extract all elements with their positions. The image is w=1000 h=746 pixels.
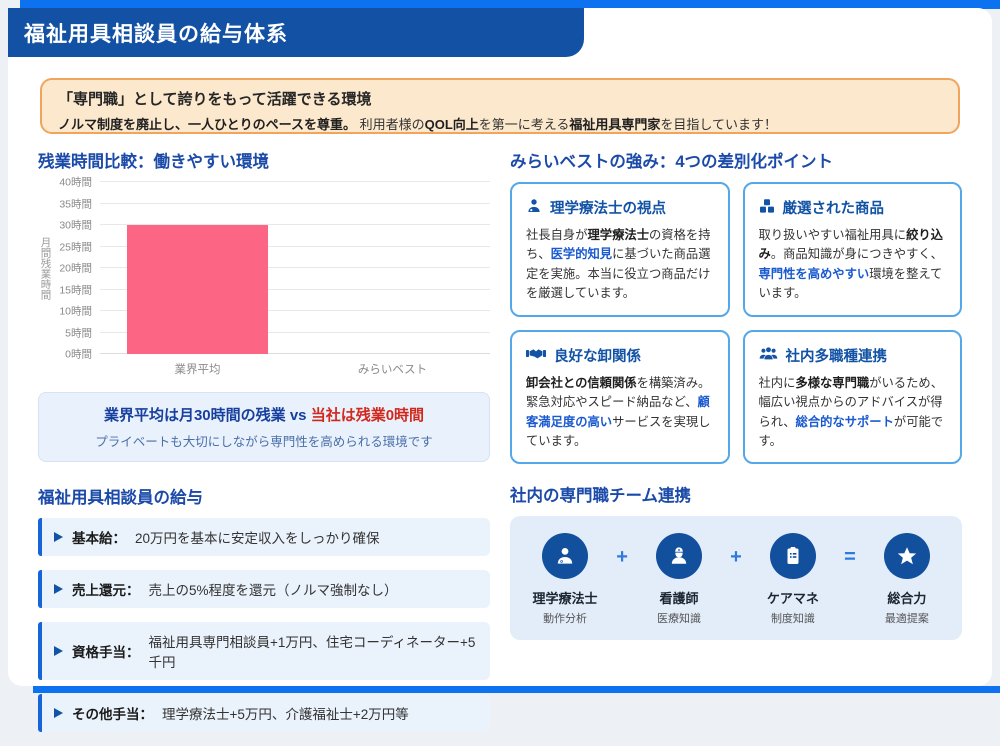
plus-sign: + [730,546,742,569]
clipboard-icon [769,533,816,580]
bar-業界平均 [100,182,295,354]
team-section-heading: 社内の専門職チーム連携 [510,487,692,506]
overtime-comparison-text: 業界平均は月30時間の残業 vs 当社は残業0時間 [103,407,425,424]
triangle-bullet-icon [54,532,63,542]
physical-therapist-icon [542,533,589,580]
strength-card-title: 理学療法士の視点 [550,201,666,217]
triangle-bullet-icon [54,708,63,718]
strength-card-pt-perspective: 理学療法士の視点 社長自身が理学療法士の資格を持ち、医学的知見に基づいた商品選定… [510,182,730,317]
star-icon [883,533,930,580]
content-card: 福祉用具相談員の給与体系 「専門職」として誇りをもって活躍できる環境 ノルマ制度… [8,8,992,732]
salary-list: 基本給： 20万円を基本に安定収入をしっかり確保 売上還元： 売上の5%程度を還… [38,518,490,732]
team-member-physical-therapist: 理学療法士 動作分析 [522,533,608,626]
left-column: 残業時間比較：働きやすい環境 月間残業時間 0時間 5時間 10時間 15時間 20時間… [38,148,490,746]
page-title: 福祉用具相談員の給与体系 [24,22,288,46]
strength-card-body: 社内に多様な専門職がいるため、幅広い視点からのアドバイスが得られ、総合的なサポー… [758,375,944,448]
bar-みらいベスト [295,182,490,354]
chart-x-labels: 業界平均 みらいベスト [100,354,490,378]
strength-card-body: 卸会社との信頼関係を構築済み。緊急対応やスピード納品など、顧客満足度の高いサービ… [526,375,711,448]
overtime-comparison-subtext: プライベートも大切にしながら専門性を高められる環境です [95,435,433,449]
strength-card-title: 社内多職種連携 [785,348,888,365]
callout-title: 「専門職」として誇りをもって活躍できる環境 [58,91,372,108]
chart-x-label: みらいベスト [357,364,428,376]
chart-y-ticks: 0時間 5時間 10時間 15時間 20時間 25時間 30時間 35時間 40時間 [59,176,92,361]
strength-card-selected-products: 厳選された商品 取り扱いやすい福祉用具に絞り込み。商品知識が身につきやすく、専門… [742,182,962,317]
bottom-accent-bar [33,686,1000,693]
triangle-bullet-icon [54,584,63,594]
plus-sign: + [616,546,628,569]
two-column-layout: 残業時間比較：働きやすい環境 月間残業時間 0時間 5時間 10時間 15時間 20時間… [38,148,962,746]
salary-item-base: 基本給： 20万円を基本に安定収入をしっかり確保 [38,518,490,556]
top-accent-bar [20,0,1000,9]
page-header: 福祉用具相談員の給与体系 [8,8,584,57]
strength-cards-grid: 理学療法士の視点 社長自身が理学療法士の資格を持ち、医学的知見に基づいた商品選定… [510,182,962,465]
strength-card-title: 良好な卸関係 [554,348,641,365]
strength-card-wholesale-relations: 良好な卸関係 卸会社との信頼関係を構築済み。緊急対応やスピード納品など、顧客満足… [510,329,730,465]
team-member-nurse: 看護師 医療知識 [636,533,722,626]
triangle-bullet-icon [54,646,63,656]
strength-card-multidisciplinary: 社内多職種連携 社内に多様な専門職がいるため、幅広い視点からのアドバイスが得られ… [742,329,962,465]
salary-item-qualification: 資格手当： 福祉用具専門相談員+1万円、住宅コーディネーター+5千円 [38,622,490,680]
chart-x-label: 業界平均 [174,364,221,376]
callout-body: ノルマ制度を廃止し、一人ひとりのペースを尊重。 利用者様のQOL向上を第一に考え… [58,117,778,132]
users-icon [759,346,778,365]
team-collaboration-box: 理学療法士 動作分析 + 看護師 医療知識 + ケアマネ [510,516,962,641]
salary-item-commission: 売上還元： 売上の5%程度を還元（ノルマ強制なし） [38,570,490,608]
strengths-section-heading: みらいベストの強み：4つの差別化ポイント [510,153,834,171]
team-member-care-manager: ケアマネ 制度知識 [750,533,836,626]
strength-card-title: 厳選された商品 [782,201,885,217]
chart-plot-area [100,181,490,354]
nurse-icon [656,533,702,580]
chart-bars [100,182,490,354]
team-member-total-power: 総合力 最適提案 [864,533,950,626]
equals-sign: = [844,546,856,569]
right-column: みらいベストの強み：4つの差別化ポイント 理学療法士の視点 社長自身が理学療法士… [510,148,962,746]
handshake-icon [526,346,546,365]
overtime-highlight-box: 業界平均は月30時間の残業 vs 当社は残業0時間 プライベートも大切にしながら… [38,392,490,462]
chart-y-axis-label: 月間残業時間 [39,236,52,300]
cubes-icon [759,198,775,218]
overtime-bar-chart: 月間残業時間 0時間 5時間 10時間 15時間 20時間 25時間 30時間 35時間 40時… [38,176,490,378]
strength-card-body: 社長自身が理学療法士の資格を持ち、医学的知見に基づいた商品選定を実施。本当に役立… [526,228,711,301]
chart-section-heading: 残業時間比較：働きやすい環境 [38,153,269,171]
salary-item-other: その他手当： 理学療法士+5万円、介護福祉士+2万円等 [38,694,490,732]
user-doctor-icon [526,198,542,218]
intro-callout: 「専門職」として誇りをもって活躍できる環境 ノルマ制度を廃止し、一人ひとりのペー… [40,78,960,134]
salary-section-heading: 福祉用具相談員の給与 [38,489,203,507]
strength-card-body: 取り扱いやすい福祉用具に絞り込み。商品知識が身につきやすく、専門性を高めやすい環… [758,228,943,301]
